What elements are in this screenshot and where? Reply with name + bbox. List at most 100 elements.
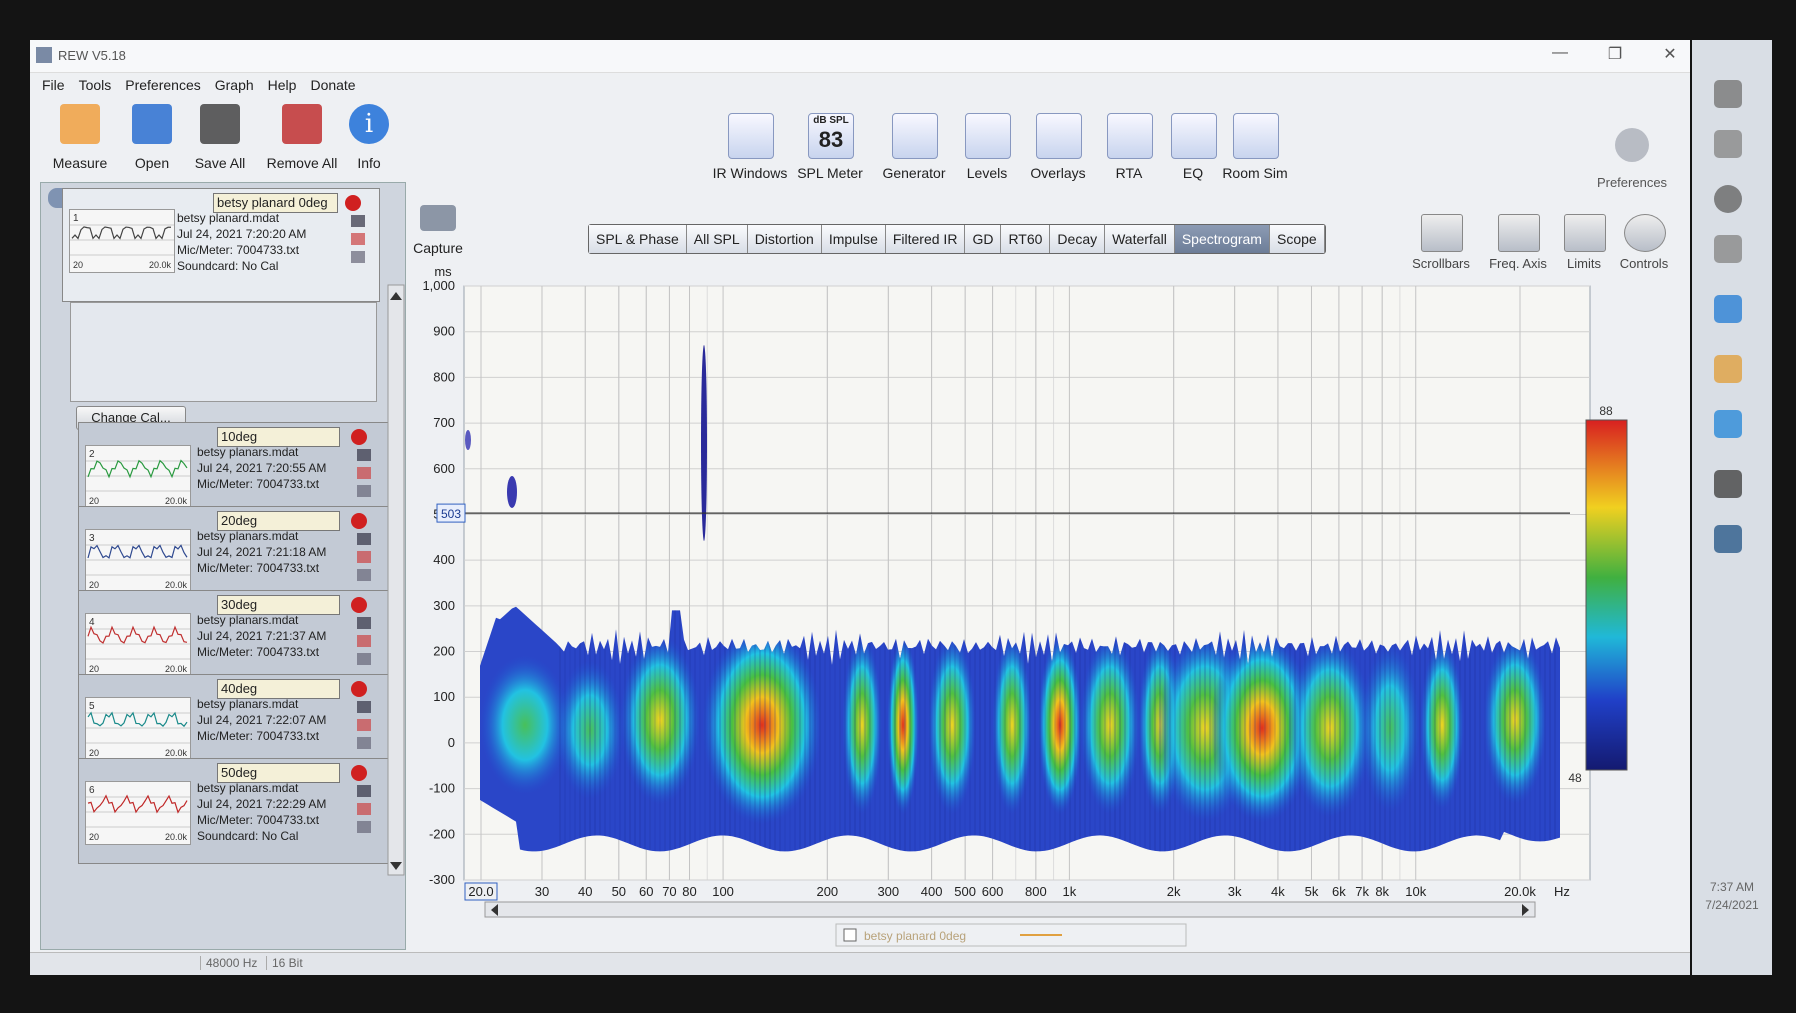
remove-button[interactable] bbox=[351, 681, 367, 697]
graph-tab[interactable]: Impulse bbox=[821, 225, 886, 253]
toolbar-icon[interactable] bbox=[132, 104, 172, 144]
toolbar-icon[interactable] bbox=[1171, 113, 1217, 159]
toolbar-label[interactable]: Remove All bbox=[266, 155, 338, 171]
graph-tab[interactable]: Decay bbox=[1050, 225, 1106, 253]
window-minimize[interactable]: — bbox=[1552, 44, 1568, 61]
toolbar-icon[interactable] bbox=[1233, 113, 1279, 159]
toolbar-label[interactable]: Generator bbox=[882, 165, 946, 181]
remove-button[interactable] bbox=[351, 513, 367, 529]
measurement-card[interactable]: 20deg 3 20 20.0k betsy planars.mdat Jul 24, 2… bbox=[78, 506, 392, 593]
measurement-name[interactable]: 20deg bbox=[217, 511, 340, 531]
card-icon[interactable] bbox=[357, 737, 371, 749]
toolbar-label[interactable]: Room Sim bbox=[1222, 165, 1288, 181]
taskbar-icon[interactable] bbox=[1714, 130, 1742, 158]
card-icon[interactable] bbox=[357, 617, 371, 629]
graph-tab[interactable]: Scope bbox=[1269, 225, 1325, 253]
card-icon[interactable] bbox=[357, 569, 371, 581]
graph-tool-icon[interactable] bbox=[1564, 214, 1606, 252]
graph-tab[interactable]: GD bbox=[965, 225, 1002, 253]
remove-button[interactable] bbox=[345, 195, 361, 211]
toolbar-icon[interactable] bbox=[200, 104, 240, 144]
measurement-card[interactable]: betsy planard 0deg 1 20 20.0k betsy planard.… bbox=[62, 188, 380, 302]
remove-button[interactable] bbox=[351, 597, 367, 613]
remove-button[interactable] bbox=[351, 765, 367, 781]
graph-tool-label[interactable]: Freq. Axis bbox=[1489, 256, 1547, 271]
toolbar-label[interactable]: Levels bbox=[966, 165, 1008, 181]
card-icon[interactable] bbox=[357, 803, 371, 815]
card-icon[interactable] bbox=[357, 467, 371, 479]
taskbar-icon[interactable] bbox=[1714, 525, 1742, 553]
graph-tab[interactable]: RT60 bbox=[1001, 225, 1051, 253]
measurement-name[interactable]: 50deg bbox=[217, 763, 340, 783]
toolbar-icon[interactable] bbox=[60, 104, 100, 144]
measurement-name[interactable]: 10deg bbox=[217, 427, 340, 447]
graph-tab[interactable]: SPL & Phase bbox=[589, 225, 687, 253]
menu-item[interactable]: Graph bbox=[214, 77, 254, 93]
taskbar-icon[interactable] bbox=[1714, 185, 1742, 213]
measurement-name[interactable]: 40deg bbox=[217, 679, 340, 699]
card-icon[interactable] bbox=[357, 551, 371, 563]
menu-item[interactable]: Help bbox=[267, 77, 297, 93]
taskbar-icon[interactable] bbox=[1714, 235, 1742, 263]
toolbar-label[interactable]: Measure bbox=[52, 155, 108, 171]
card-icon[interactable] bbox=[357, 653, 371, 665]
capture-icon[interactable] bbox=[420, 205, 456, 231]
capture-label[interactable]: Capture bbox=[413, 240, 463, 256]
toolbar-label[interactable]: Open bbox=[134, 155, 170, 171]
preferences-label[interactable]: Preferences bbox=[1596, 175, 1668, 190]
measurement-card[interactable]: 40deg 5 20 20.0k betsy planars.mdat Jul 24, 2… bbox=[78, 674, 392, 761]
graph-tool-label[interactable]: Limits bbox=[1567, 256, 1601, 271]
taskbar-icon[interactable] bbox=[1714, 80, 1742, 108]
toolbar-icon[interactable] bbox=[1036, 113, 1082, 159]
taskbar-icon[interactable] bbox=[1714, 295, 1742, 323]
card-icon[interactable] bbox=[357, 533, 371, 545]
toolbar-icon[interactable] bbox=[1107, 113, 1153, 159]
card-icon[interactable] bbox=[351, 251, 365, 263]
taskbar-icon[interactable] bbox=[1714, 410, 1742, 438]
measurement-name[interactable]: betsy planard 0deg bbox=[213, 193, 338, 213]
toolbar-icon[interactable] bbox=[965, 113, 1011, 159]
taskbar-icon[interactable] bbox=[1714, 470, 1742, 498]
toolbar-icon[interactable]: i bbox=[349, 104, 389, 144]
remove-button[interactable] bbox=[351, 429, 367, 445]
toolbar-icon[interactable] bbox=[892, 113, 938, 159]
menu-item[interactable]: Preferences bbox=[125, 77, 201, 93]
toolbar-label[interactable]: EQ bbox=[1182, 165, 1204, 181]
graph-tab[interactable]: Distortion bbox=[747, 225, 822, 253]
graph-tool-icon[interactable] bbox=[1498, 214, 1540, 252]
card-icon[interactable] bbox=[357, 719, 371, 731]
toolbar-label[interactable]: SPL Meter bbox=[797, 165, 863, 181]
card-icon[interactable] bbox=[357, 485, 371, 497]
graph-tool-icon[interactable] bbox=[1421, 214, 1463, 252]
graph-tab[interactable]: Filtered IR bbox=[885, 225, 966, 253]
toolbar-icon[interactable] bbox=[282, 104, 322, 144]
toolbar-icon[interactable]: dB SPL 83 bbox=[808, 113, 854, 159]
graph-tool-label[interactable]: Scrollbars bbox=[1412, 256, 1470, 271]
taskbar-icon[interactable] bbox=[1714, 355, 1742, 383]
preferences-icon[interactable] bbox=[1615, 128, 1649, 162]
card-icon[interactable] bbox=[357, 449, 371, 461]
toolbar-label[interactable]: Info bbox=[357, 155, 381, 171]
window-close[interactable]: ✕ bbox=[1663, 46, 1677, 63]
toolbar-label[interactable]: Save All bbox=[194, 155, 246, 171]
graph-tab[interactable]: Spectrogram bbox=[1174, 225, 1270, 253]
card-icon[interactable] bbox=[351, 215, 365, 227]
menu-item[interactable]: File bbox=[42, 77, 65, 93]
card-icon[interactable] bbox=[357, 821, 371, 833]
window-maximize[interactable]: ❐ bbox=[1607, 46, 1623, 63]
toolbar-label[interactable]: RTA bbox=[1115, 165, 1143, 181]
graph-tab[interactable]: Waterfall bbox=[1105, 225, 1175, 253]
card-icon[interactable] bbox=[357, 785, 371, 797]
measurement-card[interactable]: 30deg 4 20 20.0k betsy planars.mdat Jul 24, 2… bbox=[78, 590, 392, 677]
graph-tool-label[interactable]: Controls bbox=[1619, 256, 1669, 271]
measurement-name[interactable]: 30deg bbox=[217, 595, 340, 615]
card-icon[interactable] bbox=[351, 233, 365, 245]
toolbar-icon[interactable] bbox=[728, 113, 774, 159]
card-icon[interactable] bbox=[357, 701, 371, 713]
menu-item[interactable]: Tools bbox=[78, 77, 112, 93]
menu-item[interactable]: Donate bbox=[310, 77, 356, 93]
graph-tool-icon[interactable] bbox=[1624, 214, 1666, 252]
toolbar-label[interactable]: IR Windows bbox=[712, 165, 788, 181]
card-icon[interactable] bbox=[357, 635, 371, 647]
graph-tab[interactable]: All SPL bbox=[686, 225, 748, 253]
